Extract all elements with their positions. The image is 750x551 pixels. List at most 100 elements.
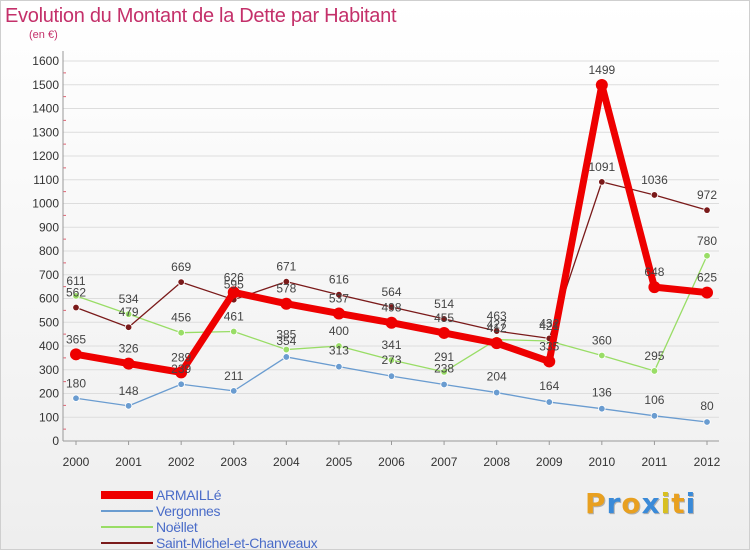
brand-letter: x [641, 487, 661, 520]
data-label: 313 [329, 344, 349, 358]
series-point-1 [124, 402, 133, 410]
series-point-0 [701, 286, 713, 299]
series-point-3 [387, 303, 396, 311]
series-point-1 [545, 398, 553, 406]
data-label: 616 [329, 273, 349, 287]
y-tick-label: 300 [39, 363, 59, 377]
series-point-2 [650, 367, 659, 375]
legend-swatch-saint-michel [101, 542, 153, 544]
y-tick-label: 600 [39, 292, 59, 306]
series-point-0 [175, 366, 188, 379]
y-tick-label: 900 [39, 220, 59, 234]
y-tick-label: 1400 [32, 102, 59, 116]
series-point-2 [598, 351, 606, 360]
data-label: 669 [171, 260, 191, 274]
series-point-0 [227, 286, 240, 299]
y-tick-label: 100 [39, 410, 59, 424]
series-point-0 [385, 316, 398, 329]
data-label: 326 [119, 342, 139, 356]
y-tick-label: 1000 [32, 197, 59, 211]
data-label: 625 [697, 271, 717, 285]
data-label: 204 [487, 370, 507, 384]
data-label: 648 [644, 265, 664, 279]
data-label: 136 [592, 386, 612, 400]
y-tick-label: 700 [39, 268, 59, 282]
series-point-0 [648, 281, 661, 294]
series-point-2 [72, 292, 80, 300]
series-point-1 [440, 380, 448, 389]
data-label: 289 [171, 350, 191, 364]
x-tick-label: 2012 [694, 455, 721, 469]
series-point-3 [598, 178, 606, 186]
data-label: 611 [66, 274, 85, 288]
chart-title: Evolution du Montant de la Dette par Hab… [5, 5, 397, 27]
data-label: 360 [592, 334, 612, 348]
series-point-2 [124, 310, 133, 318]
data-label: 421 [539, 319, 559, 333]
data-label: 354 [276, 334, 296, 348]
data-label: 295 [644, 349, 664, 363]
data-label: 537 [329, 291, 349, 305]
y-tick-label: 1300 [32, 125, 59, 139]
series-point-1 [282, 353, 291, 361]
series-point-1 [703, 418, 711, 426]
data-label: 780 [697, 234, 717, 248]
y-tick-label: 1500 [32, 78, 59, 92]
series-point-2 [282, 345, 291, 354]
brand-letter: i [660, 487, 672, 520]
series-point-0 [280, 297, 293, 310]
legend-swatch-armaille [101, 491, 153, 499]
series-point-0 [595, 78, 608, 91]
series-point-2 [387, 356, 396, 364]
x-tick-label: 2010 [588, 455, 615, 469]
y-tick-label: 1100 [33, 173, 59, 187]
series-point-2 [177, 329, 185, 337]
x-tick-label: 2008 [483, 455, 510, 469]
series-point-3 [335, 291, 343, 299]
data-label: 562 [66, 286, 86, 300]
data-label: 595 [224, 278, 244, 292]
x-tick-label: 2007 [431, 455, 458, 469]
series-point-2 [440, 368, 448, 376]
x-tick-label: 2005 [326, 455, 353, 469]
data-label: 365 [66, 332, 86, 346]
series-point-1 [72, 394, 80, 402]
series-point-2 [703, 252, 711, 260]
data-label: 80 [700, 399, 714, 413]
y-tick-label: 200 [39, 387, 59, 401]
y-tick-label: 800 [39, 244, 59, 258]
brand-letter: t [671, 487, 686, 520]
series-point-1 [387, 372, 396, 380]
x-tick-label: 2000 [63, 455, 90, 469]
data-label: 273 [381, 353, 401, 367]
data-label: 564 [381, 285, 401, 299]
legend-swatch-noellet [101, 526, 153, 528]
data-label: 412 [487, 321, 507, 335]
x-tick-label: 2003 [220, 455, 247, 469]
x-tick-label: 2002 [168, 455, 195, 469]
y-tick-label: 500 [39, 315, 59, 329]
legend-label-noellet: Noëllet [156, 519, 198, 535]
data-label: 498 [381, 301, 401, 315]
data-label: 1091 [588, 160, 615, 174]
gridlines [63, 60, 719, 442]
data-label: 148 [119, 384, 139, 398]
legend-label-armaille: ARMAILLé [156, 487, 222, 503]
data-label: 578 [276, 282, 296, 296]
x-tick-label: 2006 [378, 455, 405, 469]
series-point-1 [492, 388, 501, 397]
series-point-0 [543, 355, 556, 368]
data-label: 335 [539, 339, 559, 353]
data-label: 400 [329, 324, 349, 338]
series-point-0 [332, 307, 345, 320]
y-tick-label: 0 [52, 434, 59, 448]
x-tick-label: 2004 [273, 455, 300, 469]
data-label: 164 [539, 379, 559, 393]
data-label: 479 [119, 305, 139, 319]
series-point-3 [440, 315, 448, 323]
data-label: 455 [434, 311, 454, 325]
data-label: 427 [487, 318, 507, 332]
y-tick-label: 400 [39, 339, 59, 353]
